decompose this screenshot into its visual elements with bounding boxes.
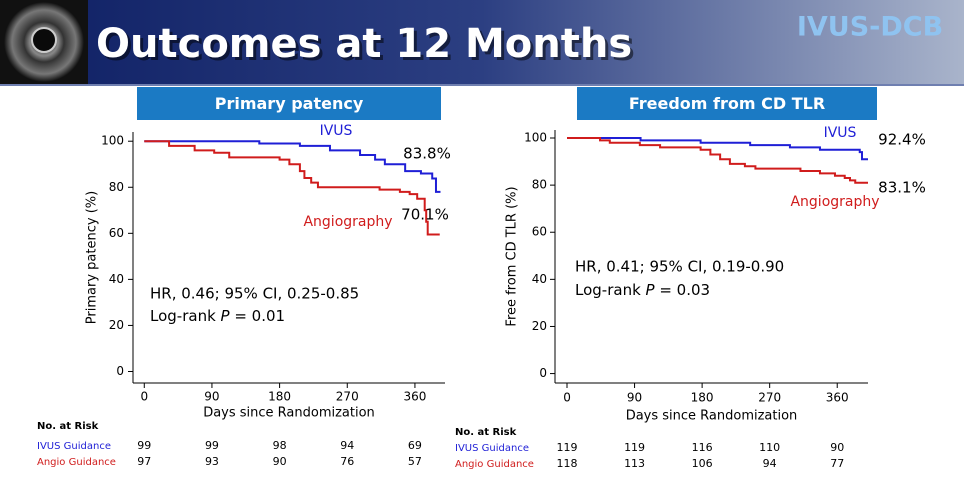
slide-title: Outcomes at 12 Months [96, 21, 632, 67]
y-tick-label: 80 [109, 180, 124, 194]
risk-value: 110 [759, 441, 780, 454]
y-tick-label: 80 [532, 178, 547, 192]
y-tick-label: 0 [116, 364, 124, 378]
annotation: 70.1% [401, 206, 449, 224]
stat-text: Log-rank P = 0.01 [150, 307, 285, 325]
risk-value: 113 [624, 457, 645, 470]
y-tick-label: 0 [539, 366, 547, 380]
risk-title: No. at Risk [37, 421, 99, 432]
stat-part: Log-rank [575, 281, 646, 299]
risk-row-name: Angio Guidance [37, 457, 116, 468]
chart-title: Primary patency [215, 94, 364, 113]
y-tick-label: 40 [532, 272, 547, 286]
header-rule [0, 84, 964, 86]
risk-value: 118 [557, 457, 578, 470]
risk-value: 93 [205, 455, 219, 468]
stat-part: Log-rank [150, 307, 221, 325]
risk-value: 77 [830, 457, 844, 470]
risk-title: No. at Risk [455, 427, 517, 438]
x-tick-label: 0 [140, 390, 148, 404]
x-tick-label: 90 [627, 391, 642, 405]
title-box [137, 87, 441, 120]
y-tick-label: 20 [109, 318, 124, 332]
x-axis-label: Days since Randomization [203, 406, 375, 421]
risk-value: 76 [340, 455, 354, 468]
annotation: 92.4% [878, 131, 926, 149]
ivus-image-lumen [31, 27, 57, 53]
x-tick-label: 270 [336, 390, 359, 404]
stat-part: = 0.03 [655, 281, 711, 299]
risk-value: 57 [408, 455, 422, 468]
annotation: 83.8% [403, 145, 451, 163]
series-label: Angiography [303, 214, 392, 230]
x-tick-label: 360 [403, 390, 426, 404]
y-tick-label: 60 [109, 226, 124, 240]
x-tick-label: 180 [268, 390, 291, 404]
x-tick-label: 270 [758, 391, 781, 405]
y-axis-label: Free from CD TLR (%) [505, 186, 520, 326]
stat-text: HR, 0.46; 95% CI, 0.25-0.85 [150, 285, 359, 303]
risk-row-name: IVUS Guidance [455, 443, 529, 454]
series-label: Angiography [790, 194, 879, 210]
title-box [577, 87, 877, 120]
risk-row-name: IVUS Guidance [37, 441, 111, 452]
risk-value: 97 [137, 455, 151, 468]
y-tick-label: 60 [532, 225, 547, 239]
x-tick-label: 180 [691, 391, 714, 405]
risk-value: 94 [763, 457, 777, 470]
km-curve [567, 137, 868, 161]
risk-value: 90 [273, 455, 287, 468]
risk-value: 116 [692, 441, 713, 454]
risk-row-name: Angio Guidance [455, 459, 534, 470]
stat-part: P [646, 281, 656, 299]
x-tick-label: 360 [826, 391, 849, 405]
risk-value: 106 [692, 457, 713, 470]
km-curve [567, 137, 868, 184]
header-band [0, 0, 964, 84]
y-tick-label: 20 [532, 319, 547, 333]
title-shadow: Outcomes at 12 Months [99, 24, 635, 70]
stat-part: = 0.01 [230, 307, 286, 325]
risk-value: 99 [137, 439, 151, 452]
risk-value: 119 [624, 441, 645, 454]
y-tick-label: 100 [101, 134, 124, 148]
series-label: IVUS [320, 123, 353, 139]
x-axis-label: Days since Randomization [626, 409, 798, 424]
risk-value: 119 [557, 441, 578, 454]
chart-title: Freedom from CD TLR [629, 94, 825, 113]
stat-text: HR, 0.41; 95% CI, 0.19-0.90 [575, 258, 784, 276]
x-tick-label: 90 [204, 390, 219, 404]
y-tick-label: 100 [524, 131, 547, 145]
risk-value: 69 [408, 439, 422, 452]
risk-value: 99 [205, 439, 219, 452]
risk-value: 90 [830, 441, 844, 454]
risk-value: 98 [273, 439, 287, 452]
km-curve [144, 140, 440, 236]
annotation: 83.1% [878, 179, 926, 197]
km-curve [144, 140, 441, 193]
stat-part: P [221, 307, 231, 325]
y-tick-label: 40 [109, 272, 124, 286]
x-tick-label: 0 [563, 391, 571, 405]
stat-text: Log-rank P = 0.03 [575, 281, 710, 299]
badge: IVUS-DCB [797, 12, 943, 43]
series-label: IVUS [824, 125, 857, 141]
y-axis-label: Primary patency (%) [85, 191, 100, 324]
risk-value: 94 [340, 439, 354, 452]
